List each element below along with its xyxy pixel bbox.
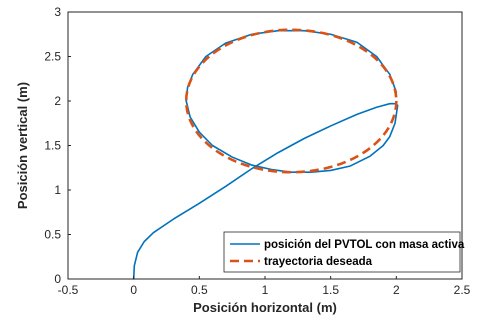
y-tick-label: 2 (54, 94, 61, 108)
y-tick-label: 0.5 (44, 228, 61, 242)
x-tick-label: 2.5 (454, 283, 471, 297)
legend-entry-pvtol: posición del PVTOL con masa activa (264, 239, 465, 251)
y-tick-label: 0 (54, 272, 61, 286)
legend-box (223, 231, 461, 273)
legend-entry-deseada: trayectoria deseada (264, 256, 373, 268)
ticks-layer: -0.5 0 0.5 1 1.5 2 2.500.511.522.53 (44, 5, 470, 297)
y-tick-label: 1.5 (44, 139, 61, 153)
legend: posición del PVTOL con masa activa traye… (223, 231, 465, 273)
x-tick-label: 2 (393, 283, 400, 297)
y-axis-label: Posición vertical (m) (15, 82, 30, 209)
x-tick-label: 0 (130, 283, 137, 297)
x-axis-label: Posición horizontal (m) (193, 300, 337, 315)
x-tick-label: -0.5 (58, 283, 79, 297)
series-layer (132, 28, 399, 280)
x-tick-label: 1 (262, 283, 269, 297)
x-tick-label: 1.5 (322, 283, 339, 297)
x-tick-label: 0.5 (191, 283, 208, 297)
series-deseada-line (184, 28, 398, 174)
y-tick-label: 2.5 (44, 50, 61, 64)
y-tick-label: 1 (54, 183, 61, 197)
y-tick-label: 3 (54, 5, 61, 19)
